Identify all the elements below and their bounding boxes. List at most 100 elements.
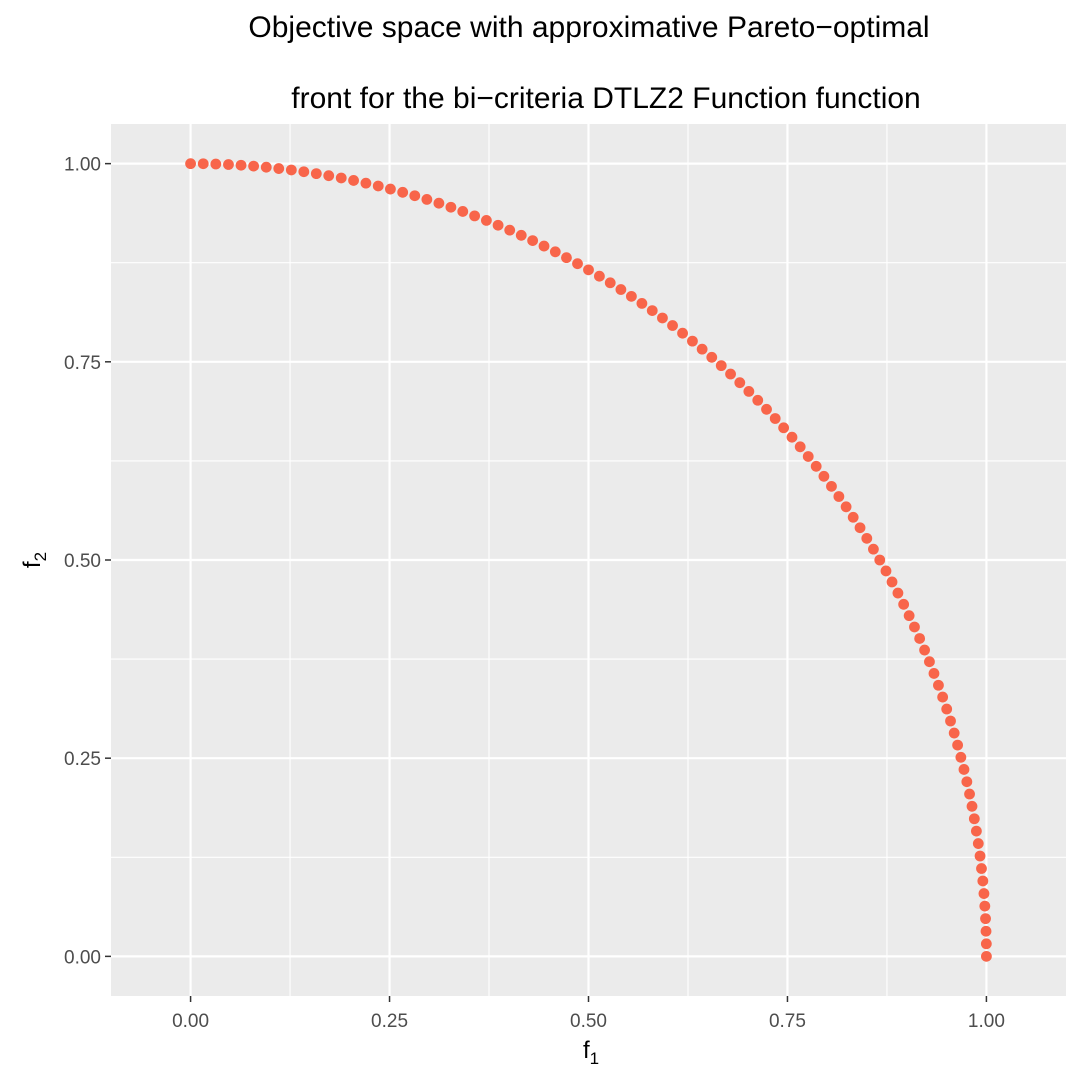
data-point <box>980 938 992 950</box>
data-point <box>977 875 989 887</box>
y-axis-label-subscript: 2 <box>31 552 50 561</box>
data-point <box>385 183 396 195</box>
y-axis: 0.00 0.25 0.50 0.75 1.00 <box>64 155 111 968</box>
data-point <box>696 343 708 355</box>
data-point <box>794 441 806 453</box>
data-point <box>966 800 978 812</box>
y-tick-label: 0.25 <box>64 749 101 770</box>
data-point <box>928 668 940 679</box>
data-point <box>715 360 727 372</box>
data-point <box>958 764 970 775</box>
data-point <box>892 587 904 599</box>
data-point <box>861 532 873 544</box>
data-point <box>457 206 469 217</box>
data-point <box>868 543 879 555</box>
data-point <box>974 850 986 862</box>
x-axis-label-subscript: 1 <box>590 1049 599 1068</box>
data-point <box>285 164 297 176</box>
data-point <box>197 158 209 170</box>
data-point <box>948 727 960 739</box>
data-point <box>185 158 196 170</box>
data-point <box>933 679 944 691</box>
x-tick-label: 0.00 <box>172 1011 209 1032</box>
y-axis-label-base: f <box>19 561 46 568</box>
data-point <box>937 691 949 703</box>
data-point <box>646 305 658 317</box>
data-point <box>445 201 457 213</box>
data-point <box>687 335 698 347</box>
data-point <box>968 813 980 825</box>
data-point <box>981 950 992 962</box>
data-point <box>964 788 975 800</box>
data-point <box>223 159 234 170</box>
data-point <box>980 925 992 937</box>
data-point <box>248 160 260 172</box>
data-point <box>625 290 637 302</box>
data-point <box>397 186 409 198</box>
data-point <box>802 451 814 462</box>
data-point <box>952 739 964 751</box>
data-point <box>298 166 310 178</box>
data-point <box>743 385 755 397</box>
data-point <box>847 511 859 523</box>
data-points <box>185 158 992 962</box>
data-point <box>972 838 984 849</box>
data-point <box>549 246 561 258</box>
data-point <box>909 621 920 633</box>
data-point <box>372 180 384 192</box>
data-point <box>235 159 247 171</box>
data-point <box>310 168 322 180</box>
data-point <box>880 565 892 577</box>
data-point <box>924 656 935 668</box>
data-point <box>348 175 359 186</box>
data-point <box>874 554 886 566</box>
data-point <box>657 312 668 324</box>
data-point <box>769 413 781 424</box>
data-point <box>636 297 648 309</box>
data-point <box>979 900 991 912</box>
data-point <box>677 327 688 339</box>
data-point <box>504 224 516 236</box>
data-point <box>323 170 335 182</box>
data-point <box>538 240 550 252</box>
data-point <box>515 229 527 241</box>
y-tick-label: 0.00 <box>64 947 101 968</box>
data-point <box>360 177 372 189</box>
data-point <box>734 377 746 389</box>
data-point <box>667 320 678 331</box>
data-point <box>961 776 973 788</box>
data-point <box>955 751 967 763</box>
data-point <box>421 193 433 205</box>
data-point <box>914 633 926 644</box>
data-point <box>941 703 953 715</box>
data-point <box>970 825 982 837</box>
data-point <box>980 913 991 925</box>
y-axis-label: f2 <box>19 552 50 568</box>
data-point <box>976 863 987 874</box>
data-point <box>706 351 718 363</box>
data-point <box>583 264 594 276</box>
data-point <box>903 610 915 622</box>
data-point <box>527 235 539 247</box>
data-point <box>480 214 492 226</box>
x-axis: 0.00 0.25 0.50 0.75 1.00 <box>172 996 1005 1032</box>
data-point <box>725 368 736 380</box>
data-point <box>273 163 285 174</box>
data-point <box>761 403 772 415</box>
data-point <box>409 190 421 202</box>
data-point <box>810 460 822 472</box>
x-tick-label: 1.00 <box>968 1011 1005 1032</box>
data-point <box>886 576 898 588</box>
data-point <box>840 501 852 513</box>
x-axis-label: f1 <box>583 1037 599 1068</box>
data-point <box>826 480 837 492</box>
data-point <box>786 431 798 443</box>
y-tick-label: 0.50 <box>64 551 101 572</box>
data-point <box>615 284 627 295</box>
data-point <box>492 219 504 231</box>
data-point <box>978 888 990 899</box>
data-point <box>210 158 222 170</box>
data-point <box>833 491 845 502</box>
data-point <box>335 172 347 184</box>
